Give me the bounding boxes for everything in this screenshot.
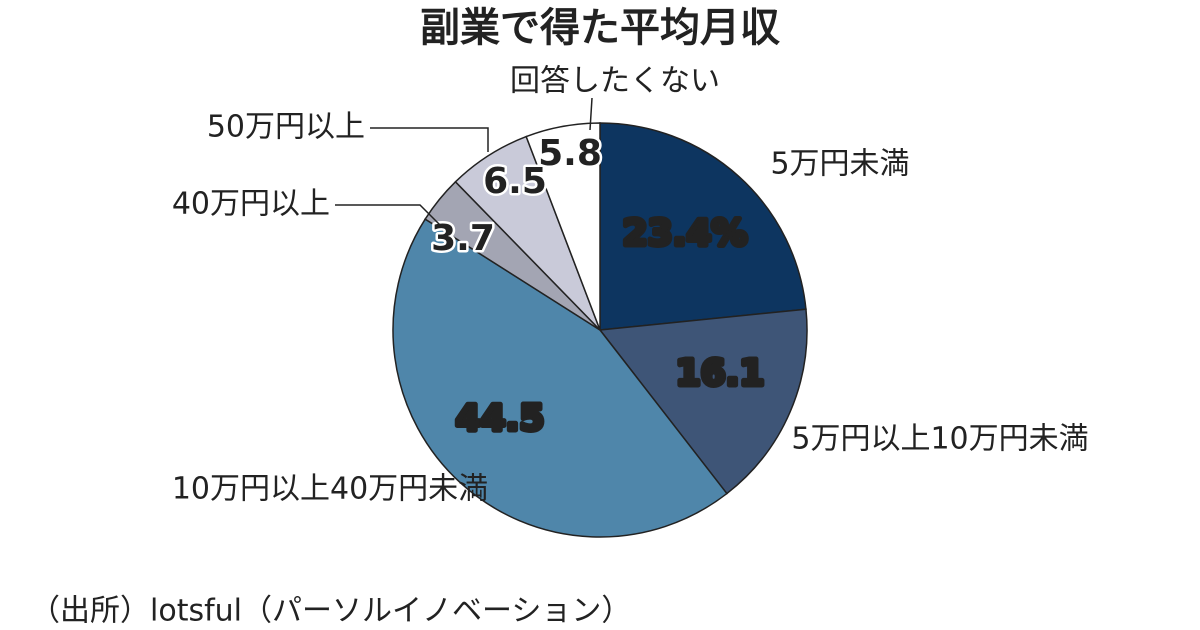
category-label: 40万円以上 (172, 187, 330, 222)
value-label: 16.1 (676, 353, 765, 394)
pie-slice (525, 122, 601, 331)
category-label: 10万円以上40万円未満 (172, 472, 488, 507)
leader-line (589, 97, 593, 131)
value-label: 44.5 (456, 398, 545, 439)
value-label: 6.5 (483, 161, 547, 202)
pie-slice (598, 308, 808, 495)
pie-slice (392, 218, 728, 538)
source: （出所）lotsful（パーソルイノベーション） (30, 594, 631, 629)
value-label: 5.8 (538, 133, 602, 174)
leader-line (370, 127, 489, 152)
chart-title: 副業で得た平均月収 (420, 5, 780, 51)
category-label: 5万円未満 (770, 147, 909, 182)
category-label: 回答したくない (510, 64, 720, 99)
category-label: 5万円以上10万円未満 (791, 422, 1088, 457)
pie-slice (599, 122, 807, 331)
category-label: 50万円以上 (207, 110, 365, 145)
value-label: 3.7 (431, 218, 495, 259)
leader-line (335, 204, 441, 226)
value-label: 23.4% (623, 213, 748, 254)
